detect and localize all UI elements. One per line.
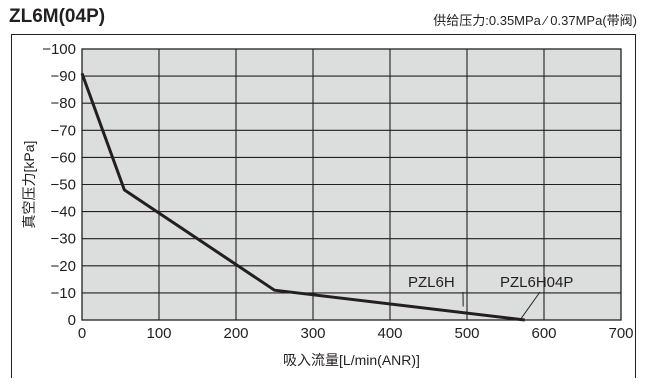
annotation-group: PZL6H PZL6H04P: [408, 274, 573, 320]
chart-title: ZL6M(04P): [9, 6, 106, 27]
y-axis-ticks: −100−90−80−70−60−50−40−30−20−100: [42, 41, 76, 329]
y-tick-label: −60: [51, 149, 76, 166]
x-tick-label: 700: [608, 325, 633, 342]
x-tick-label: 600: [531, 325, 556, 342]
series-line: [80, 72, 525, 322]
y-tick-label: −20: [51, 258, 76, 275]
x-tick-label: 300: [300, 325, 325, 342]
y-tick-label: −80: [51, 95, 76, 112]
x-tick-label: 200: [223, 325, 248, 342]
y-tick-label: −50: [51, 177, 76, 194]
annotation-pzl6h: PZL6H: [408, 274, 455, 291]
y-tick-label: −100: [42, 41, 76, 58]
x-tick-label: 500: [454, 325, 479, 342]
x-tick-label: 0: [78, 325, 86, 342]
supply-pressure-note: 供给压力:0.35MPa ⁄ 0.37MPa(带阀): [433, 13, 637, 28]
x-axis-label: 吸入流量[L/min(ANR)]: [283, 352, 420, 368]
y-tick-label: −10: [51, 285, 76, 302]
annotation-pzl6h04p: PZL6H04P: [500, 274, 573, 291]
chart-frame: [11, 34, 636, 378]
x-tick-label: 400: [377, 325, 402, 342]
y-tick-label: 0: [68, 312, 76, 329]
annotation-leader: [520, 291, 541, 320]
grid-lines: [82, 49, 621, 320]
x-axis-ticks: 0 100 200 300 400 500 600 700: [78, 325, 634, 342]
x-tick-label: 100: [146, 325, 171, 342]
y-tick-label: −40: [51, 204, 76, 221]
y-axis-label: 真空压力[kPa]: [21, 141, 37, 229]
y-tick-label: −90: [51, 68, 76, 85]
series-group: [80, 72, 525, 322]
y-tick-label: −30: [51, 231, 76, 248]
y-tick-label: −70: [51, 122, 76, 139]
